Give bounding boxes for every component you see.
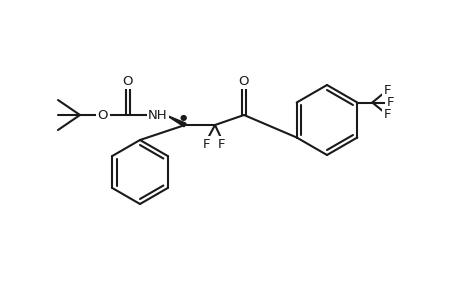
Text: F: F (203, 137, 210, 151)
Text: F: F (218, 137, 225, 151)
Text: NH: NH (148, 109, 168, 122)
Text: F: F (383, 108, 390, 121)
Text: F: F (386, 96, 393, 109)
Text: O: O (123, 74, 133, 88)
Text: ●: ● (179, 112, 186, 122)
Polygon shape (166, 115, 185, 127)
Text: F: F (383, 84, 390, 97)
Text: O: O (238, 74, 249, 88)
Text: O: O (98, 109, 108, 122)
